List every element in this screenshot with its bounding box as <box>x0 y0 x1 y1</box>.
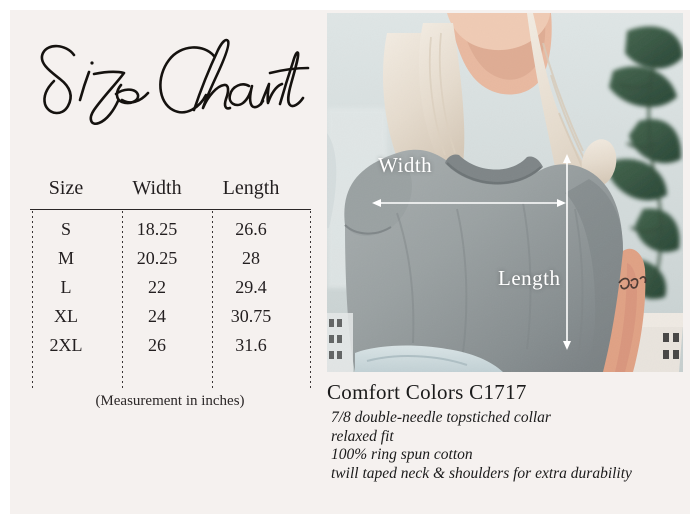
column-header-width: Width <box>132 176 182 199</box>
table-header-rule <box>30 209 311 210</box>
cell-width: 18.25 <box>136 219 178 239</box>
cell-size: XL <box>54 306 78 326</box>
product-photo-image <box>327 13 683 372</box>
cell-length: 31.6 <box>235 335 267 355</box>
product-info: Comfort Colors C1717 7/8 double-needle t… <box>327 380 687 483</box>
table-row: 2XL 26 31.6 <box>20 331 320 360</box>
table-divider-right <box>310 211 311 388</box>
product-spec: twill taped neck & shoulders for extra d… <box>331 464 632 482</box>
cell-width: 20.25 <box>136 248 178 268</box>
table-row: M 20.25 28 <box>20 244 320 273</box>
page-title <box>18 22 318 132</box>
table-row: S 18.25 26.6 <box>20 215 320 244</box>
column-header-length: Length <box>222 176 280 199</box>
cell-length: 30.75 <box>230 306 272 326</box>
product-spec: relaxed fit <box>331 427 394 445</box>
table-header-row: Size Width Length <box>20 170 320 206</box>
product-photo: Width Length <box>327 13 683 372</box>
cell-width: 26 <box>148 335 166 355</box>
size-chart-left-panel: Size Width Length S 18.25 26.6 M 20.25 2… <box>10 10 327 514</box>
cell-size: S <box>60 219 71 239</box>
size-table: Size Width Length S 18.25 26.6 M 20.25 2… <box>20 170 320 360</box>
measurement-note: (Measurement in inches) <box>95 393 245 409</box>
table-row: L 22 29.4 <box>20 273 320 302</box>
table-divider-left <box>32 211 33 388</box>
cell-size: M <box>57 248 74 268</box>
size-chart-card: Size Width Length S 18.25 26.6 M 20.25 2… <box>10 10 690 514</box>
cell-size: 2XL <box>49 335 83 355</box>
size-chart-right-panel: Width Length Comfort Colors C1717 7/8 do… <box>327 10 690 514</box>
cell-width: 22 <box>148 277 166 297</box>
cell-length: 28 <box>242 248 260 268</box>
column-header-size: Size <box>48 176 84 199</box>
product-spec: 100% ring spun cotton <box>331 446 473 463</box>
table-divider-width <box>212 211 213 388</box>
product-title: Comfort Colors C1717 <box>327 380 527 404</box>
table-divider-size <box>122 211 123 388</box>
cell-length: 26.6 <box>235 219 267 239</box>
cell-size: L <box>60 277 72 297</box>
cell-width: 24 <box>148 306 166 326</box>
table-row: XL 24 30.75 <box>20 302 320 331</box>
size-chart-title-script <box>40 38 310 125</box>
product-spec: 7/8 double-needle topstiched collar <box>331 409 551 426</box>
cell-length: 29.4 <box>235 277 267 297</box>
